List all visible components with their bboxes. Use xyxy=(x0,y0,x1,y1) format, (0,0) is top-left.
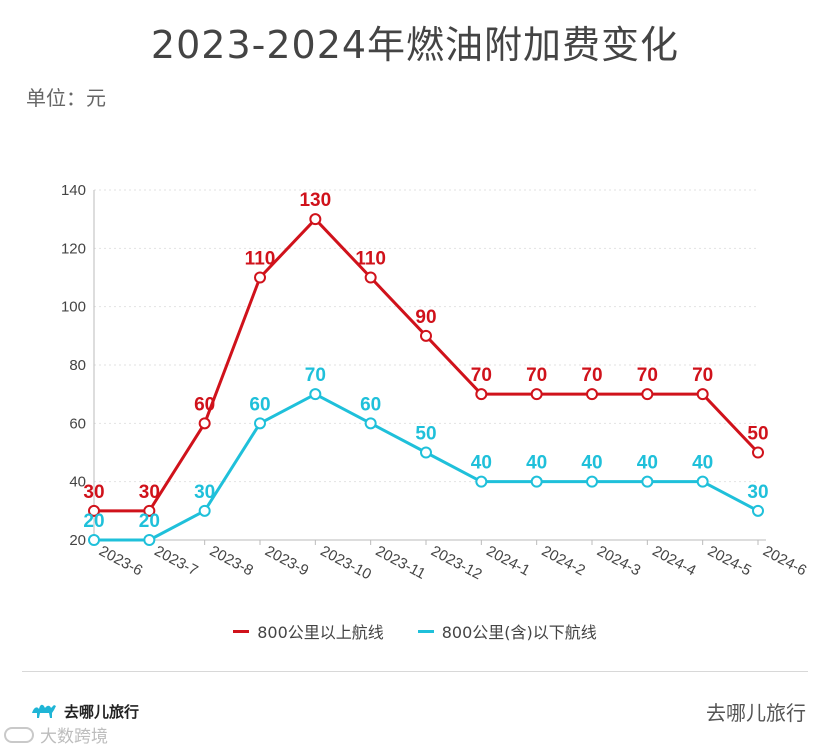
data-label: 30 xyxy=(194,482,215,503)
data-label: 130 xyxy=(299,190,331,211)
data-point xyxy=(254,417,266,430)
data-label: 40 xyxy=(581,453,602,474)
data-point xyxy=(752,504,764,517)
series xyxy=(88,213,764,546)
data-point xyxy=(586,388,598,401)
data-label: 70 xyxy=(692,365,713,386)
data-point xyxy=(198,417,211,430)
data-point xyxy=(309,388,322,401)
legend-item: 800公里以上航线 xyxy=(233,619,384,643)
data-point xyxy=(530,475,543,488)
x-tick-label: 2023-6 xyxy=(96,543,145,580)
data-point xyxy=(143,534,156,546)
data-label: 40 xyxy=(471,453,492,474)
y-tick-label: 40 xyxy=(69,474,86,491)
data-label: 70 xyxy=(305,365,326,386)
legend-label: 800公里(含)以下航线 xyxy=(441,623,597,642)
data-point xyxy=(309,213,322,226)
brand-right-name: 去哪儿旅行 xyxy=(706,701,806,725)
x-tick-label: 2023-12 xyxy=(428,543,485,584)
data-point xyxy=(364,271,377,284)
data-label: 70 xyxy=(526,365,547,386)
data-point xyxy=(752,446,764,459)
x-tick-label: 2024-3 xyxy=(594,543,643,580)
watermark: 大数跨境 xyxy=(4,722,108,747)
data-point xyxy=(88,504,100,517)
x-tick-label: 2024-2 xyxy=(539,543,588,580)
legend-item: 800公里(含)以下航线 xyxy=(417,619,597,643)
data-label: 70 xyxy=(637,365,658,386)
data-point xyxy=(641,475,654,488)
data-label: 110 xyxy=(355,249,386,270)
series-line xyxy=(94,392,759,542)
y-tick-label: 60 xyxy=(69,415,86,432)
legend-swatch xyxy=(233,629,250,633)
brand-left-name: 去哪儿旅行 xyxy=(64,702,140,721)
data-point xyxy=(88,534,100,546)
series-line xyxy=(94,217,760,513)
brand-logo: 去哪儿旅行 xyxy=(30,699,139,723)
watermark-logo-icon xyxy=(4,726,34,743)
data-label: 40 xyxy=(692,453,713,474)
y-tick-label: 120 xyxy=(61,240,86,257)
x-tick-label: 2023-7 xyxy=(151,543,200,580)
y-tick-label: 20 xyxy=(69,532,86,549)
data-label: 70 xyxy=(581,365,602,386)
data-point xyxy=(641,388,654,401)
data-labels: 30 30 60 110 130 110 90 70 70 70 70 70 50 20 20 30 60 70 6… xyxy=(83,190,768,532)
data-label: 60 xyxy=(249,394,270,415)
legend-swatch xyxy=(417,629,434,633)
data-label: 20 xyxy=(83,511,104,532)
data-label: 60 xyxy=(360,394,381,415)
legend: 800公里以上航线 800公里(含)以下航线 xyxy=(0,619,830,643)
x-tick-label: 2024-6 xyxy=(760,543,809,580)
data-point xyxy=(364,417,377,430)
x-tick-label: 2023-8 xyxy=(207,543,256,580)
data-point xyxy=(198,504,211,517)
camel-icon xyxy=(30,699,58,723)
y-tick-label: 100 xyxy=(61,299,86,316)
data-point xyxy=(475,475,488,488)
y-tick-label: 80 xyxy=(69,357,86,374)
data-label: 30 xyxy=(139,482,160,503)
data-label: 40 xyxy=(526,453,547,474)
x-tick-label: 2023-9 xyxy=(262,543,311,580)
data-label: 30 xyxy=(83,482,104,503)
data-label: 20 xyxy=(139,511,160,532)
data-label: 50 xyxy=(415,424,436,445)
x-tick-label: 2023-10 xyxy=(317,543,374,584)
legend-label: 800公里以上航线 xyxy=(257,623,384,642)
data-point xyxy=(420,329,432,342)
chart-title: 2023-2024年燃油附加费变化 xyxy=(150,23,680,67)
data-point xyxy=(696,475,709,488)
data-point xyxy=(420,446,432,459)
y-tick-label: 140 xyxy=(61,182,86,199)
data-label: 30 xyxy=(747,482,768,503)
data-point xyxy=(143,504,156,517)
footer-divider xyxy=(22,671,808,672)
data-point xyxy=(586,475,598,488)
x-tick-label: 2024-1 xyxy=(483,543,532,580)
x-tick-label: 2023-11 xyxy=(373,543,429,583)
watermark-text: 大数跨境 xyxy=(40,727,108,747)
data-point xyxy=(475,388,488,401)
x-tick-label: 2024-5 xyxy=(705,543,754,580)
x-tick-label: 2024-4 xyxy=(649,543,698,580)
data-point xyxy=(254,271,266,284)
unit-label: 单位：元 xyxy=(26,86,106,110)
data-label: 40 xyxy=(637,453,658,474)
data-label: 50 xyxy=(747,424,768,445)
data-label: 60 xyxy=(194,394,215,415)
data-label: 70 xyxy=(471,365,492,386)
data-label: 110 xyxy=(245,249,276,270)
data-point xyxy=(696,388,709,401)
data-point xyxy=(530,388,543,401)
data-label: 90 xyxy=(415,307,436,328)
